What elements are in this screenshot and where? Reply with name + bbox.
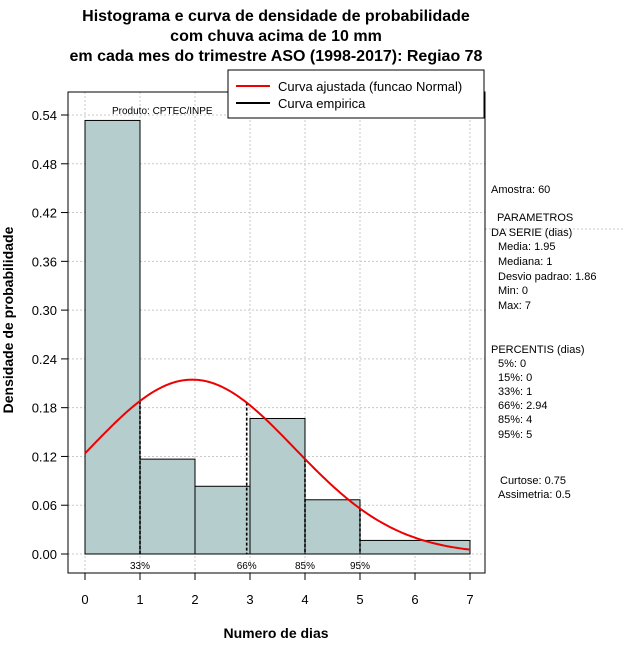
product-label: Produto: CPTEC/INPE <box>112 106 213 117</box>
stat-mediana: Mediana: 1 <box>498 256 552 268</box>
percentile-label: 33% <box>130 561 150 572</box>
x-tick-label: 6 <box>411 592 418 607</box>
histogram-bar <box>84 119 141 555</box>
y-tick-label: 0.48 <box>32 157 57 172</box>
stats-panel: Amostra: 60 PARAMETROS DA SERIE (dias) M… <box>491 184 596 501</box>
chart-title-line-3: em cada mes do trimestre ASO (1998-2017)… <box>70 48 483 65</box>
x-axis-title: Numero de dias <box>223 625 328 641</box>
histogram-bar <box>304 499 361 555</box>
percentile-label: 66% <box>237 561 257 572</box>
legend: Curva ajustada (funcao Normal) Curva emp… <box>227 69 485 119</box>
stat-assimetria: Assimetria: 0.5 <box>498 489 571 501</box>
stat-max: Max: 7 <box>498 300 531 312</box>
histogram-bar <box>249 417 306 555</box>
legend-label-empirical: Curva empirica <box>278 96 366 111</box>
y-tick-label: 0.06 <box>32 498 57 513</box>
x-tick-label: 3 <box>246 592 253 607</box>
stat-percentis-title: PERCENTIS (dias) <box>491 344 585 356</box>
stat-p33: 33%: 1 <box>498 386 532 398</box>
x-tick-label: 0 <box>81 592 88 607</box>
chart-title-line-1: Histograma e curva de densidade de proba… <box>82 8 470 25</box>
y-tick-label: 0.12 <box>32 449 57 464</box>
stat-amostra: Amostra: 60 <box>491 184 550 196</box>
y-tick-label: 0.00 <box>32 547 57 562</box>
stat-min: Min: 0 <box>498 285 528 297</box>
stat-p85: 85%: 4 <box>498 414 532 426</box>
histogram-bar <box>359 539 471 555</box>
y-axis: 0.00 0.06 0.12 0.18 0.24 0.30 0.36 0.42 0.48 0.54 <box>32 108 69 562</box>
percentile-lines <box>139 400 361 554</box>
stat-parametros-title: PARAMETROS <box>494 212 573 224</box>
stat-p66: 66%: 2.94 <box>498 400 548 412</box>
stat-p15: 15%: 0 <box>498 372 532 384</box>
histogram-bar <box>194 485 251 555</box>
legend-label-fit: Curva ajustada (funcao Normal) <box>278 79 462 94</box>
y-tick-label: 0.24 <box>32 352 57 367</box>
chart-title-line-2: com chuva acima de 10 mm <box>170 28 382 45</box>
histogram-bar <box>139 458 196 555</box>
stat-p95: 95%: 5 <box>498 429 532 441</box>
y-tick-label: 0.42 <box>32 206 57 221</box>
stat-media: Media: 1.95 <box>498 241 555 253</box>
y-tick-label: 0.36 <box>32 254 57 269</box>
x-tick-label: 2 <box>191 592 198 607</box>
percentile-label: 95% <box>350 561 370 572</box>
percentile-labels: 33% 66% 85% 95% <box>130 561 370 572</box>
stat-p5: 5%: 0 <box>498 358 526 370</box>
y-tick-label: 0.54 <box>32 108 57 123</box>
x-tick-label: 4 <box>301 592 308 607</box>
x-tick-label: 1 <box>136 592 143 607</box>
y-axis-title: Densidade de probabilidade <box>0 226 16 413</box>
stat-parametros-subtitle: DA SERIE (dias) <box>491 227 572 239</box>
x-tick-label: 5 <box>356 592 363 607</box>
stat-curtose: Curtose: 0.75 <box>500 475 566 487</box>
y-tick-label: 0.30 <box>32 303 57 318</box>
histogram-bars <box>84 119 471 555</box>
stat-desvio: Desvio padrao: 1.86 <box>498 271 596 283</box>
normal-fit-curve <box>84 378 471 551</box>
x-axis: 0 1 2 3 4 5 6 7 <box>81 572 474 607</box>
x-tick-label: 7 <box>466 592 473 607</box>
legend-box <box>227 69 485 119</box>
y-tick-label: 0.18 <box>32 401 57 416</box>
percentile-label: 85% <box>295 561 315 572</box>
